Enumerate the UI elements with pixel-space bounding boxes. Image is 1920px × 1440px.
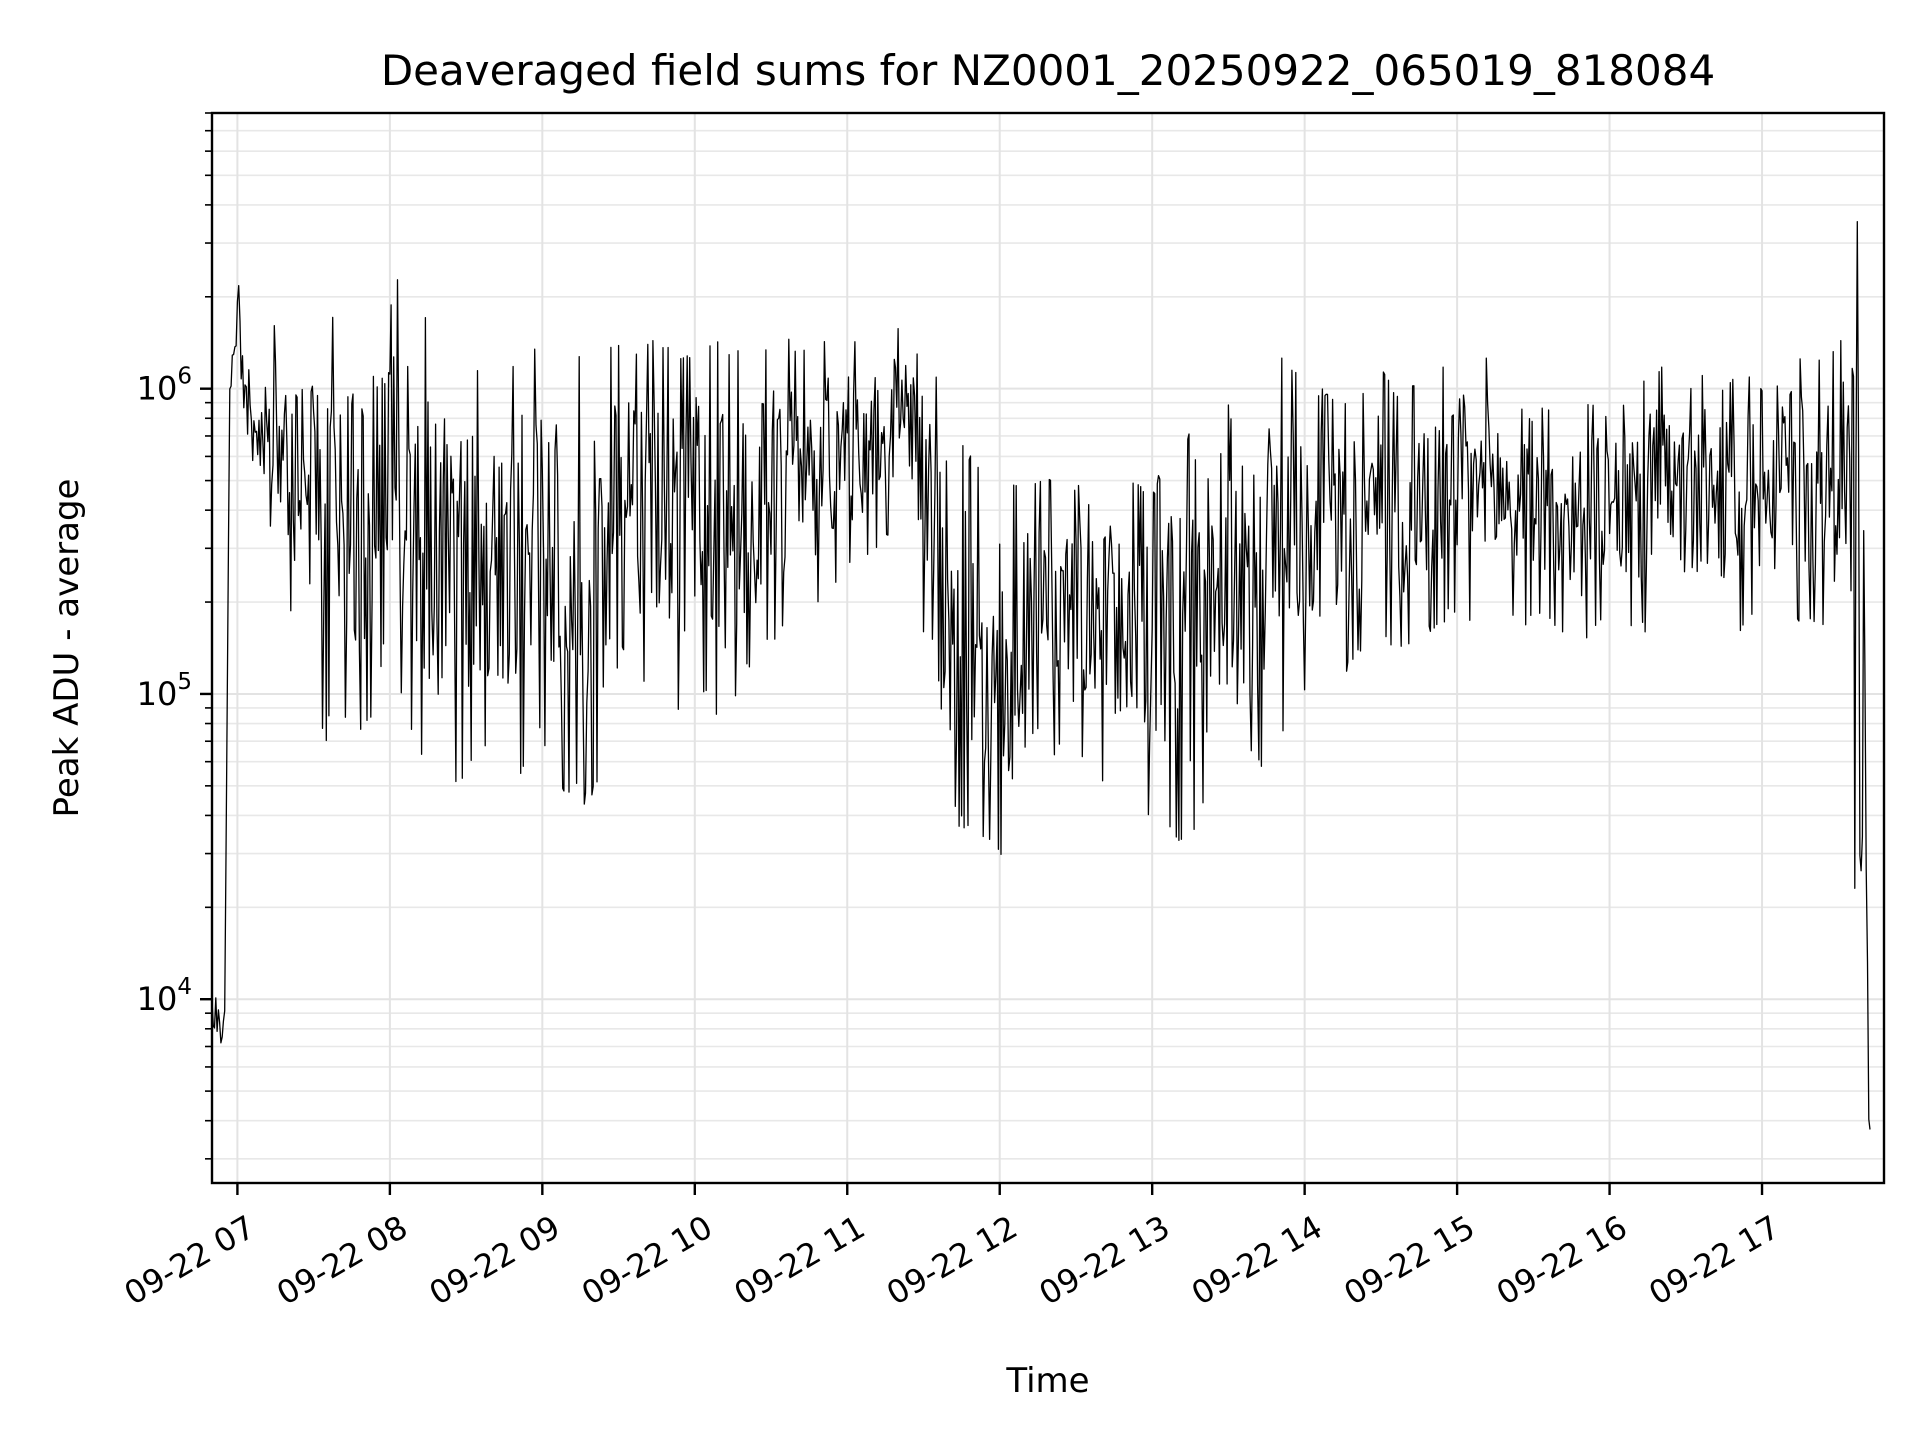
y-tick-label: 106 [137,364,192,408]
x-axis-label: Time [1005,1361,1089,1401]
chart-title: Deaveraged field sums for NZ0001_2025092… [381,46,1715,95]
data-trace [211,221,1871,1130]
y-axis: 104 105 106 [137,112,212,1160]
y-axis-label: Peak ADU - average [47,479,87,818]
plot-frame [210,111,1886,1185]
y-tick-label: 105 [137,669,192,713]
series-line [211,221,1871,1130]
y-tick-label: 104 [137,974,192,1018]
